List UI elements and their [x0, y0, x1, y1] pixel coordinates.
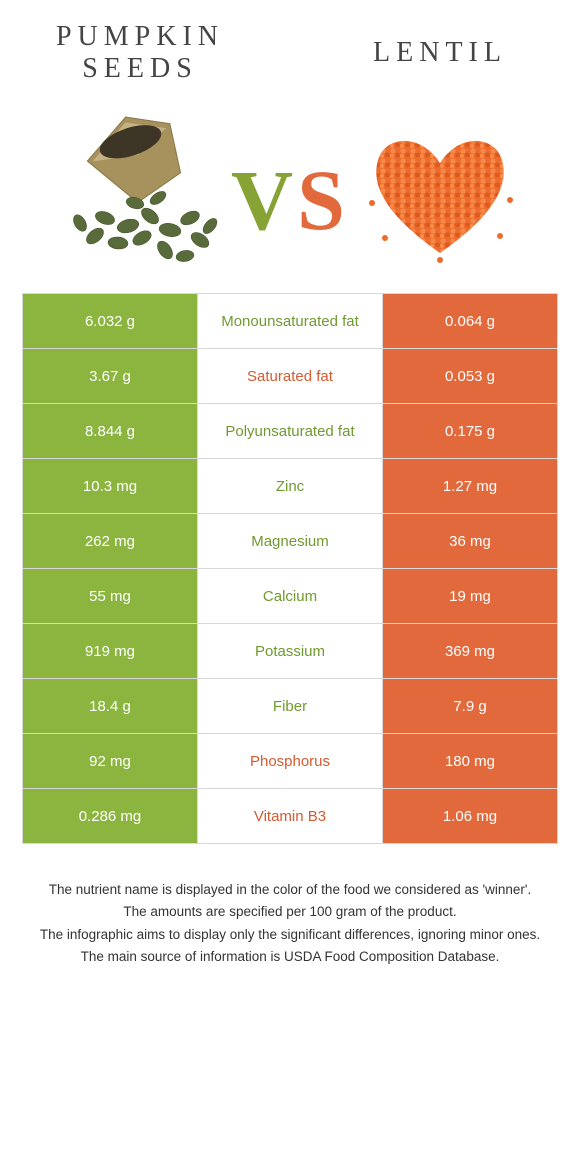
right-food-column: Lentil [330, 18, 550, 268]
right-value-cell: 19 mg [383, 569, 558, 624]
nutrient-name-cell: Magnesium [198, 514, 383, 569]
table-row: 10.3 mgZinc1.27 mg [23, 459, 558, 514]
nutrient-name-cell: Monounsaturated fat [198, 294, 383, 349]
left-value-cell: 262 mg [23, 514, 198, 569]
nutrient-name-cell: Calcium [198, 569, 383, 624]
left-value-cell: 6.032 g [23, 294, 198, 349]
table-row: 18.4 gFiber7.9 g [23, 679, 558, 734]
nutrient-name-cell: Vitamin B3 [198, 789, 383, 844]
table-row: 6.032 gMonounsaturated fat0.064 g [23, 294, 558, 349]
right-food-title: Lentil [373, 18, 507, 88]
right-value-cell: 0.053 g [383, 349, 558, 404]
right-value-cell: 0.175 g [383, 404, 558, 459]
footnote-line: The main source of information is USDA F… [30, 947, 550, 967]
nutrient-name-cell: Phosphorus [198, 734, 383, 789]
table-row: 3.67 gSaturated fat0.053 g [23, 349, 558, 404]
comparison-table: 6.032 gMonounsaturated fat0.064 g3.67 gS… [22, 293, 558, 844]
left-value-cell: 10.3 mg [23, 459, 198, 514]
right-value-cell: 0.064 g [383, 294, 558, 349]
nutrient-name-cell: Potassium [198, 624, 383, 679]
left-value-cell: 92 mg [23, 734, 198, 789]
pumpkin-seeds-image [50, 108, 230, 268]
table-row: 8.844 gPolyunsaturated fat0.175 g [23, 404, 558, 459]
footnotes: The nutrient name is displayed in the co… [30, 880, 550, 967]
right-value-cell: 1.06 mg [383, 789, 558, 844]
right-value-cell: 7.9 g [383, 679, 558, 734]
table-row: 0.286 mgVitamin B31.06 mg [23, 789, 558, 844]
nutrient-name-cell: Zinc [198, 459, 383, 514]
table-row: 55 mgCalcium19 mg [23, 569, 558, 624]
left-value-cell: 8.844 g [23, 404, 198, 459]
header: Pumpkin seeds [0, 0, 580, 268]
lentil-image [350, 108, 530, 268]
left-value-cell: 3.67 g [23, 349, 198, 404]
table-row: 919 mgPotassium369 mg [23, 624, 558, 679]
left-food-title: Pumpkin seeds [30, 18, 250, 88]
left-value-cell: 18.4 g [23, 679, 198, 734]
left-value-cell: 0.286 mg [23, 789, 198, 844]
footnote-line: The nutrient name is displayed in the co… [30, 880, 550, 900]
table-row: 262 mgMagnesium36 mg [23, 514, 558, 569]
vs-s: S [297, 152, 349, 248]
vs-label: VS [231, 150, 349, 250]
nutrient-name-cell: Polyunsaturated fat [198, 404, 383, 459]
right-value-cell: 36 mg [383, 514, 558, 569]
nutrient-name-cell: Fiber [198, 679, 383, 734]
right-value-cell: 369 mg [383, 624, 558, 679]
right-value-cell: 1.27 mg [383, 459, 558, 514]
left-value-cell: 919 mg [23, 624, 198, 679]
nutrient-name-cell: Saturated fat [198, 349, 383, 404]
left-value-cell: 55 mg [23, 569, 198, 624]
footnote-line: The infographic aims to display only the… [30, 925, 550, 945]
footnote-line: The amounts are specified per 100 gram o… [30, 902, 550, 922]
left-food-column: Pumpkin seeds [30, 18, 250, 268]
vs-v: V [231, 152, 297, 248]
table-row: 92 mgPhosphorus180 mg [23, 734, 558, 789]
right-value-cell: 180 mg [383, 734, 558, 789]
